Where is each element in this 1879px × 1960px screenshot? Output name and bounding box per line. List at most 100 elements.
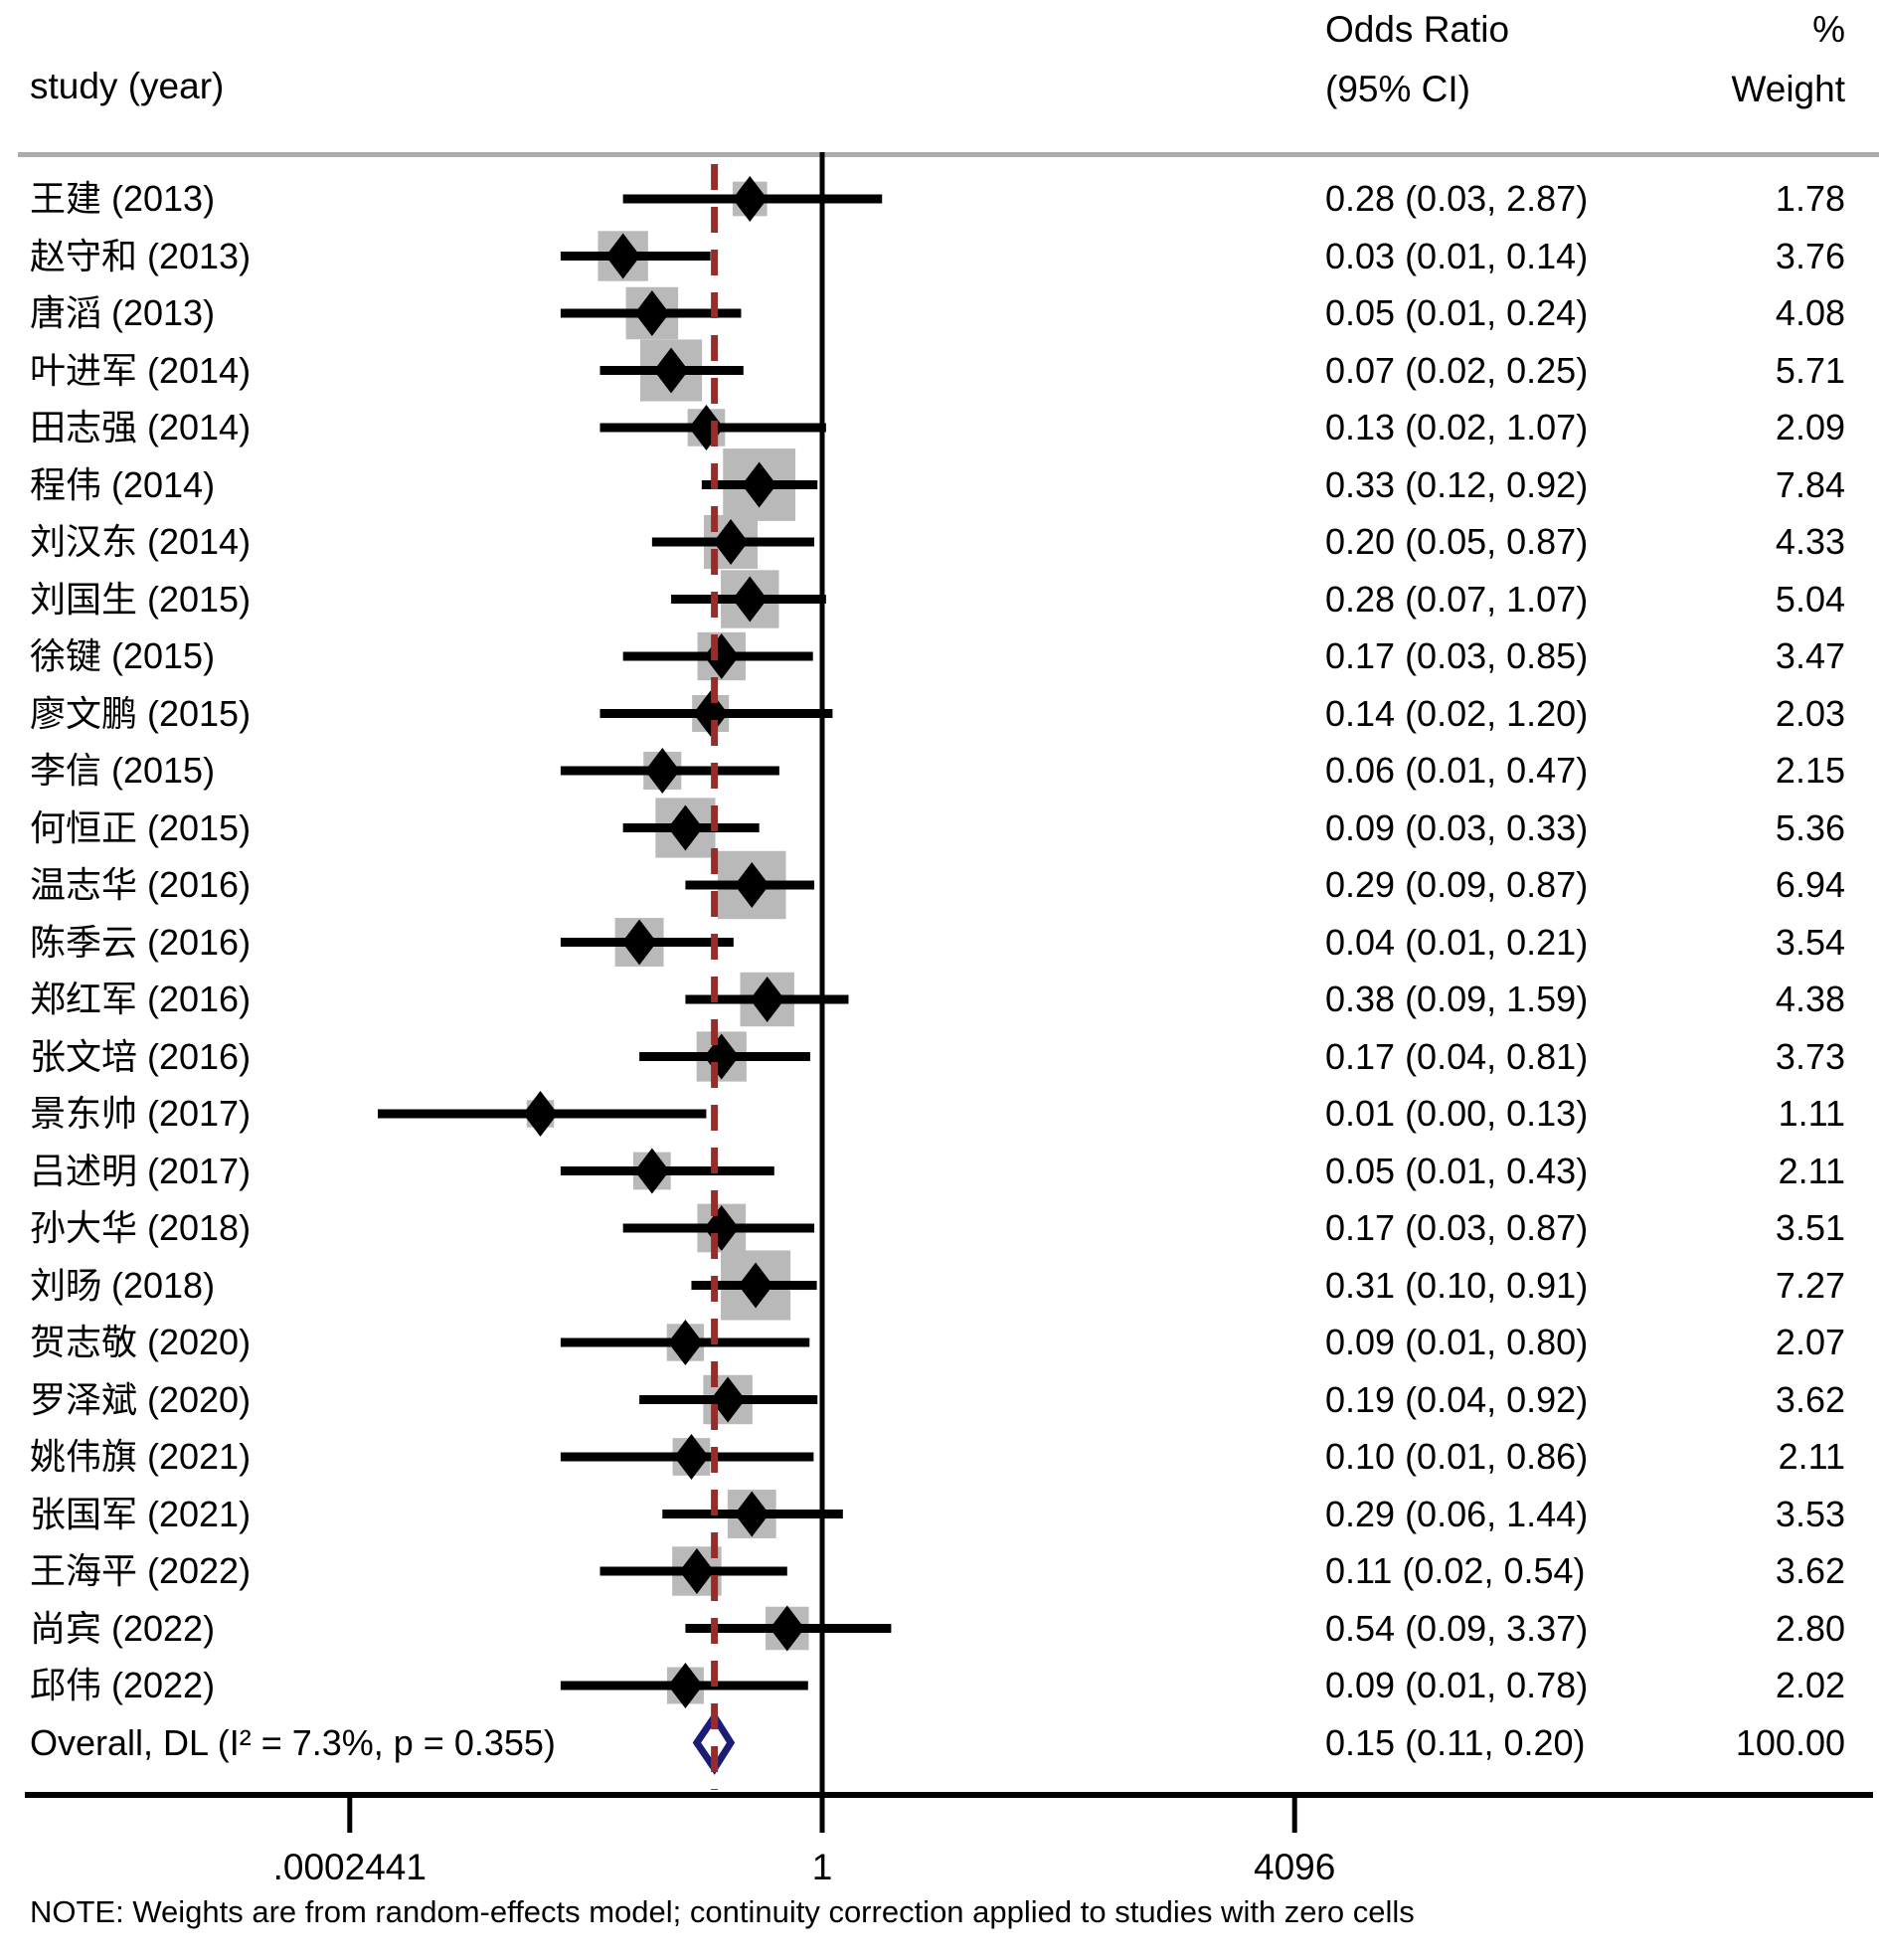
point-estimate-diamond: [605, 233, 641, 279]
header-divider-line: [18, 152, 1879, 157]
study-label: 徐键 (2015): [30, 635, 216, 676]
weight-value: 5.04: [1775, 578, 1845, 620]
x-axis-tick-label: 4096: [1254, 1847, 1336, 1887]
weight-value: 3.62: [1775, 1378, 1845, 1420]
weight-value: 5.36: [1775, 806, 1845, 848]
or-ci-value: 0.13 (0.02, 1.07): [1325, 407, 1589, 447]
or-ci-value: 0.29 (0.09, 0.87): [1325, 864, 1589, 905]
point-estimate-diamond: [710, 1376, 746, 1423]
column-header-weight: Weight: [1731, 69, 1846, 109]
point-estimate-diamond: [732, 576, 768, 623]
x-axis-tick-label: 1: [811, 1847, 833, 1887]
or-ci-value: 0.54 (0.09, 3.37): [1325, 1607, 1589, 1649]
study-label: 廖文鹏 (2015): [30, 692, 252, 734]
or-ci-value: 0.03 (0.01, 0.14): [1325, 235, 1589, 276]
or-ci-value: 0.31 (0.10, 0.91): [1325, 1264, 1589, 1306]
footnote: NOTE: Weights are from random-effects mo…: [30, 1894, 1415, 1929]
point-estimate-diamond: [693, 690, 729, 737]
or-ci-value: 0.19 (0.04, 0.92): [1325, 1378, 1589, 1420]
study-label: 何恒正 (2015): [30, 806, 252, 848]
weight-value: 3.73: [1775, 1035, 1845, 1077]
or-ci-value: 0.14 (0.02, 1.20): [1325, 692, 1589, 734]
weight-value: 2.03: [1775, 692, 1845, 734]
or-ci-value: 0.33 (0.12, 0.92): [1325, 463, 1589, 505]
study-label: 程伟 (2014): [30, 463, 216, 505]
point-estimate-diamond: [679, 1548, 715, 1594]
point-estimate-diamond: [667, 1663, 703, 1708]
point-estimate-diamond: [634, 1148, 670, 1194]
or-ci-value: 0.07 (0.02, 0.25): [1325, 349, 1589, 391]
study-label: 张国军 (2021): [30, 1493, 252, 1534]
weight-value: 1.78: [1775, 178, 1845, 219]
study-label: 郑红军 (2016): [30, 979, 252, 1019]
or-ci-value: 0.17 (0.03, 0.87): [1325, 1207, 1589, 1248]
weight-value: 4.38: [1775, 979, 1845, 1019]
study-label: 王海平 (2022): [30, 1550, 252, 1591]
or-ci-value: 0.06 (0.01, 0.47): [1325, 750, 1589, 791]
or-ci-value: 0.10 (0.01, 0.86): [1325, 1436, 1589, 1477]
study-label: 刘汉东 (2014): [30, 521, 252, 562]
weight-value: 5.71: [1775, 349, 1845, 391]
column-header-odds-ratio: Odds Ratio: [1325, 9, 1510, 50]
weight-value: 2.07: [1775, 1322, 1845, 1362]
weight-value: 3.62: [1775, 1550, 1845, 1591]
point-estimate-diamond: [634, 290, 670, 336]
study-label: 姚伟旗 (2021): [30, 1436, 252, 1477]
or-ci-value: 0.04 (0.01, 0.21): [1325, 921, 1589, 963]
study-label: 陈季云 (2016): [30, 921, 252, 963]
or-ci-value: 0.09 (0.01, 0.78): [1325, 1665, 1589, 1705]
point-estimate-diamond: [653, 347, 689, 394]
overall-diamond: [692, 1710, 736, 1775]
weight-value: 2.11: [1778, 1436, 1845, 1477]
point-estimate-diamond: [621, 919, 657, 966]
column-header-study: study (year): [30, 66, 225, 106]
column-header-ci: (95% CI): [1325, 69, 1470, 109]
point-estimate-diamond: [673, 1434, 709, 1480]
overall-or-ci-value: 0.15 (0.11, 0.20): [1325, 1721, 1586, 1763]
or-ci-value: 0.09 (0.03, 0.33): [1325, 806, 1589, 848]
weight-value: 3.47: [1775, 635, 1845, 676]
or-ci-value: 0.28 (0.03, 2.87): [1325, 178, 1589, 219]
study-label: 吕述明 (2017): [30, 1150, 252, 1191]
point-estimate-diamond: [523, 1091, 559, 1137]
study-label: 温志华 (2016): [30, 864, 252, 905]
study-label: 王建 (2013): [30, 178, 216, 219]
weight-value: 6.94: [1775, 864, 1845, 905]
point-estimate-diamond: [667, 804, 703, 851]
point-estimate-diamond: [738, 1262, 773, 1309]
point-estimate-diamond: [713, 519, 749, 565]
or-ci-value: 0.38 (0.09, 1.59): [1325, 979, 1589, 1019]
weight-value: 7.84: [1775, 463, 1845, 505]
or-ci-value: 0.11 (0.02, 0.54): [1325, 1550, 1586, 1591]
study-label: 叶进军 (2014): [30, 349, 252, 391]
weight-value: 3.76: [1775, 235, 1845, 276]
weight-value: 4.33: [1775, 521, 1845, 562]
study-label: 刘旸 (2018): [30, 1264, 216, 1306]
study-label: 邱伟 (2022): [30, 1665, 216, 1705]
study-label: 赵守和 (2013): [30, 235, 252, 276]
study-label: 尚宾 (2022): [30, 1607, 216, 1649]
study-label: 李信 (2015): [30, 750, 216, 791]
or-ci-value: 0.29 (0.06, 1.44): [1325, 1493, 1589, 1534]
or-ci-value: 0.17 (0.03, 0.85): [1325, 635, 1589, 676]
point-estimate-diamond: [644, 748, 680, 794]
weight-value: 2.02: [1775, 1665, 1845, 1705]
point-estimate-diamond: [667, 1320, 703, 1365]
point-estimate-diamond: [734, 862, 769, 908]
point-estimate-diamond: [742, 461, 777, 508]
point-estimate-diamond: [750, 977, 785, 1022]
point-estimate-diamond: [769, 1605, 805, 1652]
weight-value: 2.11: [1778, 1150, 1845, 1191]
point-estimate-diamond: [732, 176, 768, 222]
or-ci-value: 0.01 (0.00, 0.13): [1325, 1093, 1589, 1134]
overall-weight-value: 100.00: [1735, 1721, 1845, 1763]
weight-value: 3.51: [1775, 1207, 1845, 1248]
point-estimate-diamond: [734, 1491, 769, 1537]
study-label: 唐滔 (2013): [30, 292, 216, 333]
study-label: 罗泽斌 (2020): [30, 1378, 252, 1420]
weight-value: 7.27: [1775, 1264, 1845, 1306]
study-label: 田志强 (2014): [30, 407, 252, 447]
weight-value: 3.54: [1775, 921, 1845, 963]
